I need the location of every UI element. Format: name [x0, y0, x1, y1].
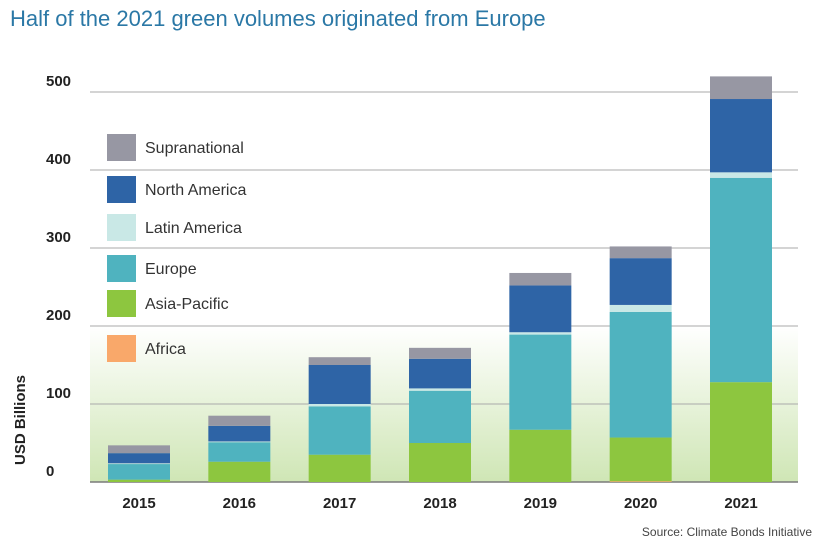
x-axis-ticks: 2015 2016 2017 2018 2019 2020 2021 [122, 495, 757, 512]
y-tick-label: 500 [46, 73, 71, 90]
bar-segment-north-america [108, 453, 170, 464]
x-tick-label: 2016 [223, 495, 256, 512]
legend-label: Europe [145, 261, 197, 278]
bar-segment-latin-america [409, 388, 471, 391]
legend-swatch-supranational [107, 134, 136, 161]
bar-segment-latin-america [609, 304, 672, 312]
y-tick-label: 300 [46, 229, 71, 246]
legend-swatch-europe [107, 255, 136, 282]
bar-segment-supranational [208, 415, 271, 426]
chart-title: Half of the 2021 green volumes originate… [10, 6, 546, 31]
bar-segment-north-america [609, 258, 672, 305]
bar-segment-asia-pacific [108, 479, 170, 482]
bar-segment-asia-pacific [308, 454, 371, 482]
bar-segment-north-america [308, 365, 371, 404]
x-tick-label: 2020 [624, 495, 657, 512]
legend-swatch-latin-america [107, 214, 136, 241]
bar-segment-north-america [509, 285, 572, 333]
bar-segment-europe [409, 390, 471, 443]
bar-segment-north-america [710, 99, 772, 173]
y-axis-label: USD Billions [12, 375, 29, 465]
y-tick-label: 100 [46, 385, 71, 402]
legend-label: Latin America [145, 220, 242, 237]
bar-segment-latin-america [108, 463, 170, 465]
bar-segment-asia-pacific [609, 437, 672, 482]
bar-segment-latin-america [710, 172, 772, 178]
bar-segment-north-america [409, 358, 471, 389]
bar-segment-latin-america [308, 404, 371, 407]
bar-segment-europe [208, 442, 271, 462]
bar-segment-asia-pacific [710, 382, 772, 482]
bar-segment-europe [609, 311, 672, 438]
bar-segment-asia-pacific [509, 429, 572, 482]
legend-label: North America [145, 182, 246, 199]
bar-segment-asia-pacific [208, 461, 271, 482]
y-axis-ticks: 0 100 200 300 400 500 [46, 73, 71, 480]
y-tick-label: 0 [46, 463, 54, 480]
bar-segment-europe [108, 464, 170, 480]
bar-segment-europe [509, 334, 572, 430]
bar-segment-europe [308, 406, 371, 455]
x-tick-label: 2021 [724, 495, 757, 512]
y-tick-label: 400 [46, 151, 71, 168]
legend-swatch-north-america [107, 176, 136, 203]
legend: Supranational North America Latin America E… [107, 134, 246, 362]
bar-segment-supranational [409, 347, 471, 359]
x-tick-label: 2018 [423, 495, 456, 512]
bar-segment-supranational [108, 445, 170, 454]
bar-segment-asia-pacific [409, 443, 471, 482]
bar-segment-europe [710, 177, 772, 383]
x-tick-label: 2017 [323, 495, 356, 512]
bar-segment-latin-america [208, 441, 271, 443]
bar-segment-north-america [208, 425, 271, 442]
legend-label: Supranational [145, 140, 244, 157]
legend-swatch-asia-pacific [107, 290, 136, 317]
legend-label: Africa [145, 341, 186, 358]
bar-segment-latin-america [509, 332, 572, 335]
source-note: Source: Climate Bonds Initiative [642, 525, 812, 539]
bar-segment-supranational [710, 76, 772, 100]
legend-label: Asia-Pacific [145, 296, 229, 313]
x-tick-label: 2015 [122, 495, 155, 512]
bar-segment-africa [609, 481, 672, 482]
bar-segment-supranational [308, 357, 371, 365]
x-tick-label: 2019 [524, 495, 557, 512]
bar-segment-supranational [509, 272, 572, 286]
bars [108, 76, 772, 482]
legend-swatch-africa [107, 335, 136, 362]
y-tick-label: 200 [46, 307, 71, 324]
bar-segment-supranational [609, 246, 672, 259]
